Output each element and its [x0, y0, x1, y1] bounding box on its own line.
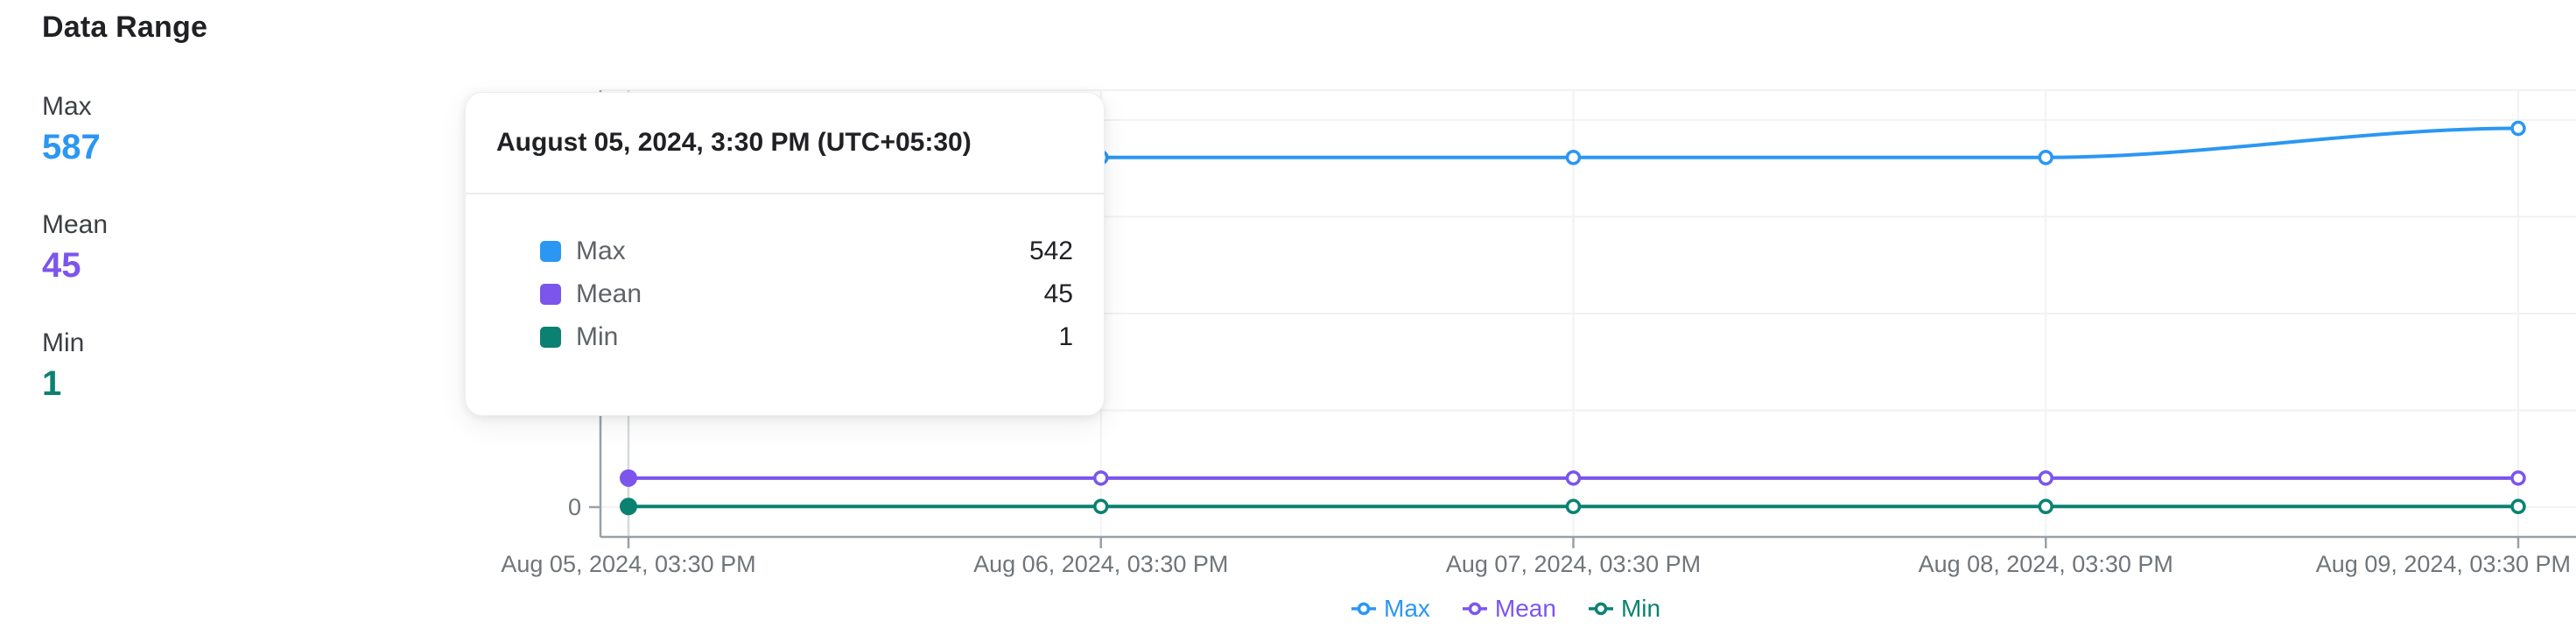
- series-color-swatch: [540, 240, 561, 262]
- legend-item-max[interactable]: Max: [1351, 596, 1430, 622]
- marker-open-min: [1093, 498, 1109, 515]
- tooltip-series-label: Max: [576, 236, 626, 265]
- legend-line-marker-icon: [1351, 602, 1376, 616]
- stat-max: Max 587: [42, 90, 410, 171]
- marker-open-mean: [2038, 470, 2053, 486]
- tooltip-divider: [466, 193, 1104, 194]
- x-axis-label: Aug 06, 2024, 03:30 PM: [973, 551, 1229, 577]
- tooltip-series-label: Mean: [576, 279, 642, 308]
- legend-item-min[interactable]: Min: [1588, 596, 1660, 622]
- stat-value-mean: 45: [42, 246, 81, 285]
- tooltip-series-value: 1: [1058, 321, 1073, 351]
- stats-list: Max 587 Mean 45 Min 1: [42, 90, 410, 407]
- tooltip-row-mean: Mean 45: [540, 272, 1073, 315]
- marker-open-min: [2510, 498, 2526, 515]
- marker-filled-mean: [620, 469, 637, 487]
- legend-label: Max: [1384, 595, 1430, 622]
- legend-label: Min: [1620, 595, 1661, 622]
- tooltip-row-min: Min 1: [540, 315, 1073, 358]
- stat-label-max: Max: [42, 92, 92, 121]
- stat-label-min: Min: [42, 328, 85, 357]
- marker-open-mean: [2510, 470, 2526, 486]
- marker-open-min: [2038, 498, 2053, 515]
- tooltip-title: August 05, 2024, 3:30 PM (UTC+05:30): [496, 128, 972, 157]
- series-color-swatch: [540, 326, 561, 348]
- x-axis-label: Aug 08, 2024, 03:30 PM: [1918, 551, 2173, 577]
- marker-filled-min: [620, 497, 637, 516]
- marker-open-mean: [1565, 470, 1582, 486]
- y-axis-label-zero: 0: [567, 494, 581, 520]
- stats-panel: Data Range Max 587 Mean 45 Min 1: [42, 11, 410, 445]
- stat-min: Min 1: [42, 327, 410, 407]
- legend-item-mean[interactable]: Mean: [1462, 596, 1556, 622]
- tooltip-rows: Max 542 Mean 45 Min 1: [466, 194, 1104, 358]
- x-axis-label: Aug 07, 2024, 03:30 PM: [1445, 551, 1702, 577]
- stat-value-max: 587: [42, 128, 101, 166]
- stat-value-min: 1: [42, 364, 62, 403]
- chart-legend: Max Mean Min: [1351, 596, 1660, 622]
- marker-open-max: [2038, 149, 2053, 166]
- marker-open-min: [1565, 498, 1582, 515]
- x-axis-label: Aug 05, 2024, 03:30 PM: [501, 551, 756, 577]
- legend-line-marker-icon: [1462, 602, 1487, 616]
- tooltip-series-value: 542: [1028, 236, 1073, 265]
- legend-label: Mean: [1494, 595, 1556, 622]
- series-line-max: [628, 126, 2519, 159]
- stat-mean: Mean 45: [42, 208, 410, 289]
- tooltip-row-max: Max 542: [540, 229, 1073, 272]
- marker-open-mean: [1093, 470, 1109, 486]
- tooltip-series-label: Min: [576, 321, 619, 351]
- stat-label-mean: Mean: [42, 210, 109, 239]
- marker-open-max: [2510, 120, 2526, 137]
- chart-tooltip: August 05, 2024, 3:30 PM (UTC+05:30) Max…: [465, 92, 1105, 416]
- x-axis-label: Aug 09, 2024, 03:30 PM: [2315, 551, 2571, 577]
- panel-title: Data Range: [42, 11, 208, 44]
- series-color-swatch: [540, 283, 561, 305]
- tooltip-series-value: 45: [1043, 279, 1073, 308]
- marker-open-max: [1565, 149, 1582, 166]
- legend-line-marker-icon: [1588, 602, 1613, 616]
